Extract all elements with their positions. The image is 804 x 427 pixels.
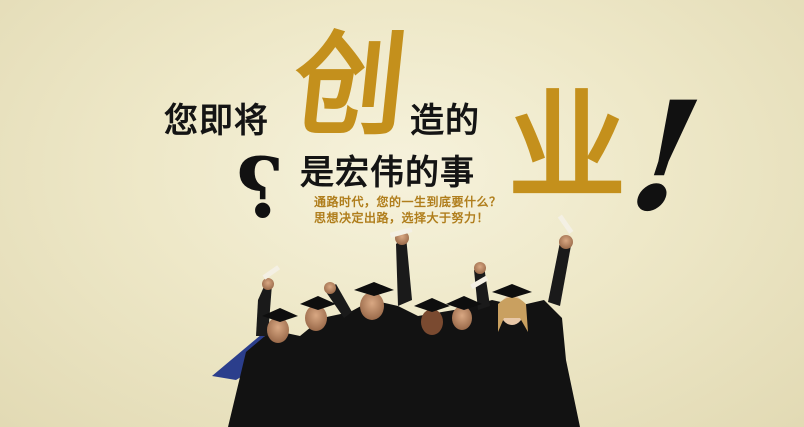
big-character-chuang: 创: [287, 20, 413, 151]
subtitle-line1: 通路时代，您的一生到底要什么？: [314, 195, 502, 209]
headline-line1-suffix: 造的: [410, 101, 480, 141]
gowns: [228, 300, 580, 427]
headline-line1-prefix: 您即将: [164, 101, 269, 141]
question-mark: ?: [236, 141, 285, 237]
headline-line2: 是宏伟的事: [300, 153, 475, 193]
big-character-ye: 业: [508, 77, 627, 216]
subtitle-line2: 思想决定出路，选择大于努力！: [314, 211, 490, 225]
